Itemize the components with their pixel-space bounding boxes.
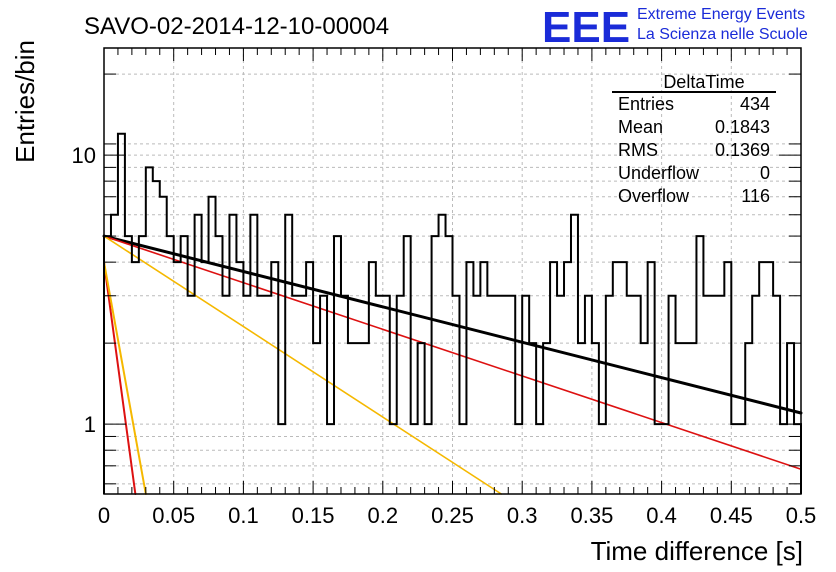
stats-label: RMS [618,140,658,160]
x-tick-label: 0.4 [646,503,677,528]
fit-curve-3 [103,261,137,495]
fit-curve-2 [103,235,503,495]
axis-ticks [103,48,802,494]
x-tick-label: 0.45 [710,503,753,528]
histogram-outline [103,132,802,494]
y-tick-label: 10 [72,143,96,168]
fit-curve-0 [102,234,803,415]
x-tick-labels: 0 0.05 0.1 0.15 0.2 0.25 0.3 0.35 0.4 0.45 0.5 [98,503,816,528]
x-tick-label: 0.05 [152,503,195,528]
y-axis-label: Entries/bin [10,40,40,163]
logo: EEE Extreme Energy Events La Scienza nel… [542,3,808,52]
logo-line1: Extreme Energy Events [637,6,805,23]
fit-curves [102,234,803,495]
y-tick-label: 1 [84,412,96,437]
stats-label: Mean [618,117,663,137]
stats-value: 434 [740,94,770,114]
stats-box-title: DeltaTime [663,72,744,92]
stats-label: Overflow [618,186,690,206]
x-tick-label: 0 [98,503,110,528]
x-tick-label: 0.35 [570,503,613,528]
fit-curve-4 [103,261,147,495]
chart-title: SAVO-02-2014-12-10-00004 [84,13,389,40]
logo-mark: EEE [542,3,630,52]
stats-label: Underflow [618,163,700,183]
stats-value: 0 [760,163,770,183]
logo-line2: La Scienza nelle Scuole [637,26,808,43]
x-tick-label: 0.1 [228,503,259,528]
x-tick-label: 0.15 [292,503,335,528]
stats-label: Entries [618,94,674,114]
fit-curve-1 [103,235,802,471]
y-tick-labels: 1 10 [72,143,96,437]
stats-value: 0.1369 [715,140,770,160]
x-tick-label: 0.25 [431,503,474,528]
x-axis-label: Time difference [s] [591,536,803,566]
stats-value: 116 [741,186,770,206]
x-tick-label: 0.3 [507,503,538,528]
stats-value: 0.1843 [715,117,770,137]
x-tick-label: 0.2 [368,503,399,528]
x-tick-label: 0.5 [786,503,817,528]
